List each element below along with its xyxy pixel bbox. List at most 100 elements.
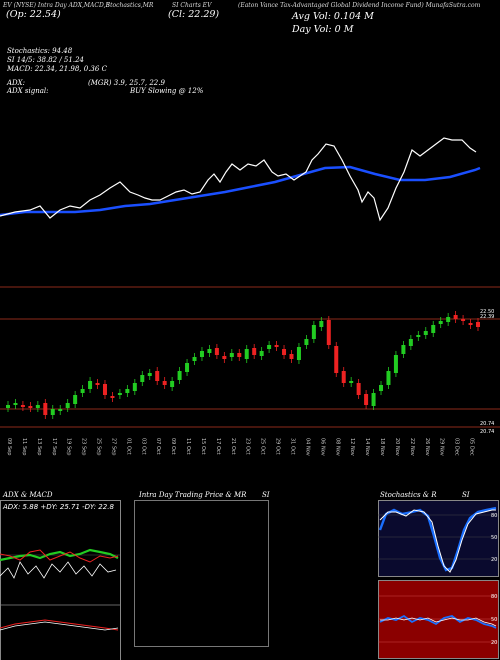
price-label-top: 22.50 bbox=[480, 309, 494, 315]
date-tick: 25 Sep bbox=[96, 438, 102, 455]
candle-body bbox=[341, 371, 346, 383]
open-price: (Op: 22.54) bbox=[6, 9, 61, 20]
candle-body bbox=[88, 381, 93, 389]
header-line1: EV (NYSE) Intra Day ADX,MACD,B bbox=[3, 2, 110, 9]
adx-label: ADX: bbox=[7, 79, 26, 87]
date-tick: 23 Sep bbox=[81, 438, 87, 455]
candle-body bbox=[259, 351, 264, 356]
candle-body bbox=[155, 371, 160, 381]
candle-body bbox=[408, 339, 413, 346]
date-tick: 29 Oct bbox=[275, 438, 281, 455]
date-tick: 20 Nov bbox=[394, 438, 400, 456]
candle-body bbox=[453, 315, 458, 319]
candle-body bbox=[461, 319, 466, 321]
price-label-top2: 22.39 bbox=[480, 314, 494, 320]
candle-body bbox=[423, 331, 428, 335]
candle-body bbox=[125, 389, 130, 393]
date-tick: 29 Nov bbox=[439, 438, 445, 456]
date-tick: 23 Oct bbox=[245, 438, 251, 455]
candlestick-chart: 22.50 22.39 20.74 20.74 bbox=[0, 286, 500, 435]
candle-body bbox=[199, 351, 204, 357]
si-readout: SI 14/5: 38.82 / 51.24 bbox=[7, 56, 84, 64]
candle-body bbox=[50, 409, 55, 415]
date-tick: 08 Nov bbox=[334, 438, 340, 456]
candle-body bbox=[371, 393, 376, 406]
stoch-panel-si: SI bbox=[462, 491, 470, 499]
candle-body bbox=[319, 321, 324, 327]
stoch-panel-title: Stochastics & R bbox=[380, 491, 437, 499]
candle-body bbox=[386, 371, 391, 385]
date-tick: 31 Oct bbox=[289, 438, 295, 455]
adx-values: (MGR) 3.9, 25.7, 22.9 bbox=[88, 79, 165, 87]
adx-panel-frame bbox=[0, 500, 121, 660]
date-tick: 22 Nov bbox=[409, 438, 415, 456]
avg-volume: Avg Vol: 0.104 M bbox=[292, 11, 374, 22]
header-title-mid2: SI Charts EV bbox=[172, 2, 212, 9]
header-title-mid: Stochastics,MR bbox=[106, 2, 154, 9]
stoch-level-50: 50 bbox=[491, 535, 497, 541]
price-ma-chart bbox=[0, 137, 481, 222]
date-tick: 05 Dec bbox=[469, 438, 475, 456]
ma-line bbox=[0, 165, 481, 217]
candle-body bbox=[393, 355, 398, 373]
candle-body bbox=[35, 405, 40, 408]
stoch-rsi-panel: 80 50 20 80 50 20 bbox=[378, 500, 499, 659]
date-tick: 12 Nov bbox=[349, 438, 355, 456]
adx-signal-label: ADX signal: bbox=[7, 87, 49, 95]
candle-body bbox=[73, 395, 78, 404]
date-tick: 25 Oct bbox=[260, 438, 266, 455]
stoch-level-20: 20 bbox=[491, 557, 497, 563]
adx-values-text: ADX: 5.88 +DY: 25.71 -DY: 22.8 bbox=[2, 503, 114, 511]
candle-body bbox=[237, 353, 242, 357]
candle-body bbox=[102, 384, 107, 395]
price-label-bottom2: 20.74 bbox=[480, 429, 494, 435]
candle-body bbox=[416, 335, 421, 337]
date-tick: 27 Sep bbox=[110, 438, 116, 455]
candle-body bbox=[326, 320, 331, 345]
candle-body bbox=[356, 383, 361, 395]
date-tick: 18 Nov bbox=[379, 438, 385, 456]
date-tick: 03 Oct bbox=[140, 438, 146, 455]
candle-body bbox=[192, 357, 197, 361]
date-tick: 19 Sep bbox=[66, 438, 72, 455]
intraday-panel-frame bbox=[134, 500, 269, 647]
candle-body bbox=[117, 393, 122, 395]
date-tick: 11 Sep bbox=[21, 438, 27, 455]
close-price: (Cl: 22.29) bbox=[168, 9, 220, 20]
price-line bbox=[0, 137, 477, 222]
date-tick: 11 Oct bbox=[185, 438, 191, 455]
candle-body bbox=[162, 381, 167, 385]
adx-macd-panel: ADX: 5.88 +DY: 25.71 -DY: 22.8 bbox=[0, 500, 121, 660]
date-tick: 04 Nov bbox=[304, 438, 310, 456]
adx-signal-value: BUY Slowing @ 12% bbox=[130, 87, 204, 95]
candle-body bbox=[334, 346, 339, 373]
intraday-panel bbox=[134, 500, 269, 647]
candle-body bbox=[401, 345, 406, 354]
date-tick: 21 Oct bbox=[230, 438, 236, 455]
adx-plus-line bbox=[0, 548, 119, 562]
candle-body bbox=[6, 405, 10, 408]
day-volume: Day Vol: 0 M bbox=[292, 24, 354, 35]
candle-body bbox=[65, 403, 70, 408]
adx-minus-line bbox=[0, 549, 119, 563]
date-tick: 07 Oct bbox=[155, 438, 161, 455]
candle-body bbox=[267, 345, 272, 349]
date-axis: 09 Sep 11 Sep 13 Sep 17 Sep 19 Sep 23 Sep 25 S… bbox=[6, 438, 475, 456]
candle-body bbox=[110, 396, 115, 398]
candle-body bbox=[476, 322, 480, 327]
date-tick: 14 Nov bbox=[364, 438, 370, 456]
stochastics-readout: Stochastics: 94.48 bbox=[7, 47, 73, 55]
date-tick: 09 Oct bbox=[170, 438, 176, 455]
date-tick: 03 Dec bbox=[454, 438, 460, 456]
intraday-panel-si: SI bbox=[262, 491, 270, 499]
macd-readout: MACD: 22.34, 21.98, 0.36 C bbox=[7, 65, 107, 73]
candle-body bbox=[147, 373, 152, 376]
candle-body bbox=[222, 356, 227, 359]
adx-line bbox=[0, 561, 117, 579]
date-tick: 17 Oct bbox=[215, 438, 221, 455]
macd-line bbox=[0, 619, 119, 631]
adx-panel-title: ADX & MACD bbox=[3, 491, 53, 499]
candle-body bbox=[431, 325, 436, 333]
candle-body bbox=[43, 403, 48, 415]
date-tick: 26 Nov bbox=[424, 438, 430, 456]
